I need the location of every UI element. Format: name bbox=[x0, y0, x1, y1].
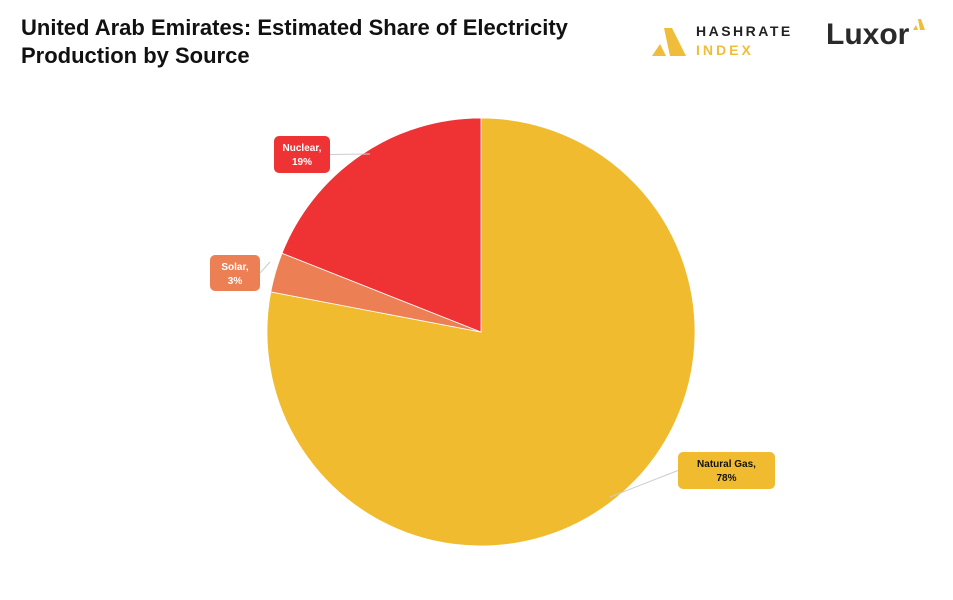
data-label-percent: 19% bbox=[292, 157, 312, 168]
index-logo-text: INDEX bbox=[696, 42, 754, 58]
hashrate-logo-text: HASHRATE bbox=[696, 23, 793, 39]
chart-title: United Arab Emirates: Estimated Share of… bbox=[21, 15, 568, 68]
luxor-logo-icon bbox=[913, 19, 925, 30]
hashrate-index-logo: HASHRATE INDEX bbox=[650, 22, 800, 62]
leader-line bbox=[609, 470, 679, 498]
luxor-logo: Luxor bbox=[826, 18, 910, 51]
data-label-solar: Solar, 3% bbox=[210, 255, 260, 291]
data-label-nuclear: Nuclear, 19% bbox=[274, 136, 330, 173]
data-label-name: Solar, bbox=[221, 262, 248, 273]
hashrate-logo-icon bbox=[652, 28, 686, 56]
leader-line bbox=[329, 153, 371, 155]
pie-slice-nuclear bbox=[281, 117, 482, 333]
leader-line bbox=[259, 261, 271, 274]
data-label-natural-gas: Natural Gas, 78% bbox=[678, 452, 775, 489]
data-label-percent: 3% bbox=[228, 276, 243, 287]
data-label-percent: 78% bbox=[716, 473, 736, 484]
data-label-name: Natural Gas, bbox=[697, 459, 756, 470]
data-label-name: Nuclear, bbox=[283, 143, 322, 154]
